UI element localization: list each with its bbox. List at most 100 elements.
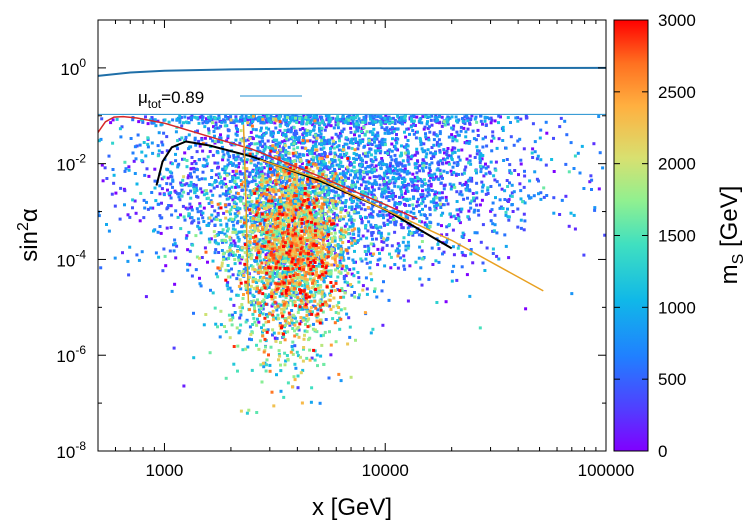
scatter-point	[302, 347, 305, 351]
scatter-point	[137, 258, 141, 262]
scatter-point	[229, 297, 233, 301]
scatter-point	[264, 240, 268, 244]
scatter-point	[413, 231, 417, 234]
scatter-point	[300, 122, 304, 126]
scatter-point	[239, 115, 243, 119]
scatter-point	[357, 227, 360, 231]
scatter-point	[593, 206, 597, 210]
scatter-point	[371, 210, 375, 214]
scatter-point	[302, 114, 306, 118]
scatter-point	[491, 252, 495, 255]
scatter-point	[233, 180, 237, 183]
scatter-point	[205, 121, 208, 125]
scatter-point	[342, 233, 346, 237]
scatter-point	[296, 197, 299, 201]
scatter-point	[349, 130, 353, 134]
scatter-point	[307, 200, 311, 204]
scatter-point	[467, 141, 471, 145]
scatter-point	[306, 121, 310, 124]
scatter-point	[355, 202, 359, 206]
scatter-point	[276, 200, 280, 204]
scatter-point	[323, 123, 327, 127]
scatter-point	[264, 328, 268, 332]
scatter-point	[210, 183, 214, 187]
scatter-point	[450, 270, 454, 274]
scatter-point	[284, 149, 287, 153]
scatter-point	[387, 213, 391, 217]
scatter-point	[331, 160, 335, 164]
scatter-point	[383, 186, 387, 190]
scatter-point	[238, 170, 242, 174]
scatter-point	[400, 144, 403, 148]
scatter-point	[197, 178, 201, 182]
scatter-point	[486, 165, 490, 169]
scatter-point	[313, 305, 317, 308]
scatter-point	[159, 231, 163, 235]
scatter-point	[236, 273, 240, 277]
scatter-point	[415, 171, 419, 175]
scatter-point	[248, 291, 252, 295]
scatter-point	[129, 137, 133, 140]
scatter-point	[464, 135, 468, 139]
scatter-point	[256, 317, 259, 321]
scatter-point	[350, 169, 354, 173]
scatter-point	[360, 192, 364, 196]
scatter-point	[473, 156, 477, 159]
scatter-point	[504, 146, 508, 150]
scatter-point	[411, 180, 415, 184]
scatter-point	[366, 187, 370, 190]
scatter-point	[347, 240, 351, 243]
scatter-point	[423, 221, 427, 225]
scatter-point	[388, 252, 391, 256]
scatter-point	[319, 128, 323, 132]
scatter-point	[404, 189, 408, 193]
scatter-point	[363, 154, 367, 158]
scatter-point	[354, 137, 357, 141]
scatter-point	[421, 207, 424, 211]
scatter-point	[430, 157, 433, 160]
scatter-point	[459, 210, 463, 214]
scatter-point	[372, 193, 376, 197]
scatter-point	[224, 330, 228, 334]
scatter-point	[339, 161, 343, 164]
scatter-point	[522, 228, 526, 232]
scatter-point	[267, 127, 271, 131]
scatter-point	[416, 130, 419, 134]
scatter-point	[180, 124, 184, 128]
scatter-point	[211, 139, 215, 143]
scatter-point	[224, 205, 228, 209]
scatter-point	[424, 135, 428, 139]
scatter-point	[348, 268, 352, 272]
scatter-point	[509, 171, 513, 175]
scatter-point	[420, 240, 424, 243]
scatter-point	[272, 331, 276, 335]
scatter-point	[272, 210, 276, 214]
scatter-point	[220, 140, 224, 144]
scatter-point	[418, 210, 421, 214]
scatter-point	[402, 258, 406, 262]
scatter-point	[205, 162, 209, 166]
scatter-point	[280, 154, 284, 157]
scatter-point	[265, 283, 269, 287]
scatter-point	[213, 251, 217, 255]
scatter-point	[339, 308, 343, 312]
scatter-point	[341, 115, 345, 119]
scatter-point	[429, 118, 433, 122]
scatter-point	[225, 257, 229, 261]
scatter-point	[221, 167, 225, 171]
scatter-point	[316, 308, 320, 312]
scatter-point	[347, 205, 351, 209]
scatter-point	[336, 193, 340, 197]
scatter-point	[236, 235, 240, 239]
scatter-point	[293, 344, 297, 348]
scatter-point	[467, 161, 471, 165]
scatter-point	[189, 183, 192, 187]
scatter-point	[162, 247, 166, 251]
scatter-point	[257, 254, 261, 257]
scatter-point	[235, 277, 239, 281]
scatter-point	[564, 194, 568, 198]
scatter-point	[369, 147, 373, 151]
scatter-point	[399, 223, 403, 227]
scatter-point	[358, 138, 362, 142]
scatter-point	[327, 230, 331, 234]
